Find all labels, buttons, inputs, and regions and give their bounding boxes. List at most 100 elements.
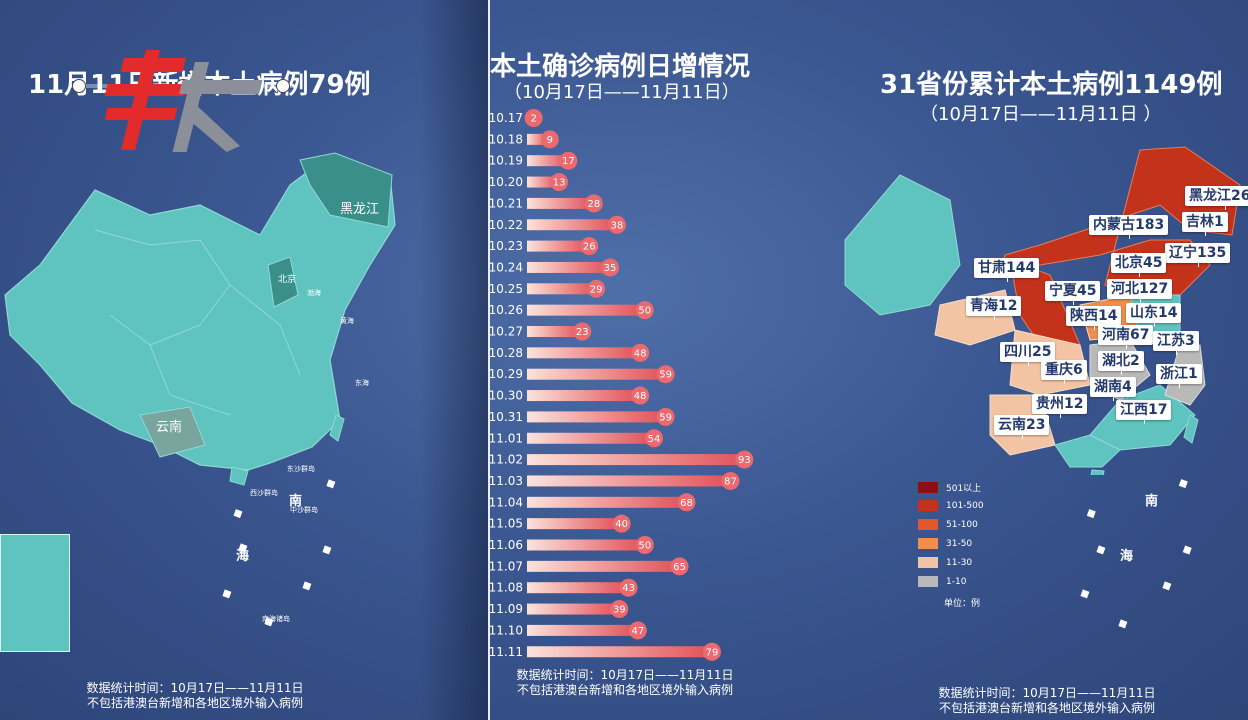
bar-value-marker (645, 429, 664, 448)
legend-label: 1-10 (946, 576, 967, 587)
bar (527, 197, 592, 209)
right-title: 31省份累计本土病例1149例 (880, 70, 1223, 100)
bar-category-label: 10.21 (489, 196, 523, 210)
bar-category-label: 10.27 (489, 325, 523, 339)
bar-category-label: 10.31 (489, 410, 523, 424)
bar (527, 326, 581, 337)
daily-cases-bar-chart: 10.17 2 10.18 9 10.19 17 10.20 13 10.21 28 10.22 38… (489, 109, 754, 661)
bar-category-label: 11.11 (489, 645, 523, 659)
legend-label: 51-100 (946, 519, 978, 530)
legend-item-31-50: 31-50 (918, 538, 972, 549)
bar (527, 646, 710, 658)
bar-category-label: 11.04 (489, 495, 523, 509)
bar-value-label: 13 (553, 178, 566, 189)
left-panel: 11月11日新增本土病例79例 黑龙江 北京 云南 渤海 黄海 东海 东沙群岛 … (0, 0, 488, 720)
bar (527, 624, 636, 636)
bar-value-marker (580, 237, 599, 256)
bar-value-marker (559, 151, 578, 170)
legend-swatch (918, 576, 938, 587)
right-panel: 31省份累计本土病例1149例 （10月17日——11月11日 ） (780, 0, 1248, 720)
bar-value-label: 9 (547, 135, 553, 146)
callout-shaanxi: 陕西14 (1066, 306, 1122, 330)
bar-value-marker (573, 322, 592, 341)
bar-value-label: 35 (604, 263, 617, 274)
legend-swatch (918, 519, 938, 530)
left-south-sea-islands (222, 479, 336, 627)
bar-value-label: 29 (590, 284, 603, 295)
bar-value-marker (608, 215, 626, 234)
bar-value-label: 54 (648, 434, 661, 445)
bar-category-label: 11.05 (489, 517, 523, 531)
bar-value-label: 28 (587, 199, 600, 210)
callout-qinghai: 青海12 (966, 296, 1022, 320)
bar-category-label: 11.02 (489, 453, 523, 467)
bar-category-label: 10.30 (489, 389, 523, 403)
legend-item-11-30: 11-30 (918, 557, 972, 568)
bar (527, 390, 639, 402)
right-subtitle: （10月17日——11月11日 ） (920, 104, 1162, 125)
right-footer-line2: 不包括港澳台新增和各地区境外输入病例 (938, 701, 1155, 715)
bar (527, 368, 664, 380)
bar-category-label: 10.24 (489, 260, 523, 274)
bar-value-label: 65 (673, 562, 686, 573)
label-yunnan: 云南 (156, 420, 183, 435)
bar-category-label: 11.01 (489, 431, 523, 445)
bar (527, 454, 743, 466)
bar-category-label: 11.08 (489, 581, 523, 595)
callout-liaoning: 辽宁135 (1165, 243, 1231, 267)
bar (527, 539, 643, 551)
bar (527, 176, 558, 188)
legend-swatch (918, 482, 938, 493)
callout-hebei: 河北127 (1107, 279, 1173, 303)
callout-guizhou: 贵州12 (1032, 394, 1088, 418)
chart-subtitle: （10月17日——11月11日） (504, 82, 740, 103)
bar (527, 155, 567, 167)
label-zhongsha: 中沙群岛 (290, 506, 318, 514)
label-nanhai: 南海诸岛 (262, 615, 290, 623)
bar-value-marker (656, 407, 675, 426)
bar-value-label: 87 (724, 476, 737, 487)
bar-category-label: 10.17 (489, 111, 523, 125)
bar-value-marker (670, 557, 689, 576)
south-china-sea-inset (0, 534, 70, 652)
bar-value-marker (677, 493, 696, 512)
bar (527, 411, 664, 423)
bar (527, 283, 595, 295)
label-bohai: 渤海 (307, 289, 321, 297)
bar-value-label: 23 (576, 327, 589, 338)
bar-value-label: 48 (634, 348, 647, 359)
legend-swatch (918, 557, 938, 568)
label-heilongjiang: 黑龙江 (340, 202, 380, 217)
bar-category-label: 10.23 (489, 239, 523, 253)
bar (527, 347, 639, 359)
left-panel-shadow (420, 0, 488, 720)
label-huanghai: 黄海 (340, 317, 354, 325)
bar-value-marker (656, 365, 675, 384)
bar-value-marker (610, 600, 629, 619)
callout-yunnan: 云南23 (994, 415, 1050, 439)
bar-value-marker (631, 386, 650, 405)
legend-item-1-10: 1-10 (918, 576, 966, 587)
chart-title: 本土确诊病例日增情况 (490, 52, 751, 82)
bar-value-label: 79 (706, 647, 719, 658)
bar (527, 475, 729, 487)
bar-category-label: 10.22 (489, 218, 523, 232)
callout-heilongjiang: 黑龙江269 (1185, 186, 1248, 210)
play-icon[interactable] (72, 79, 86, 93)
bar-value-marker (550, 173, 569, 192)
bar-value-label: 47 (631, 626, 644, 637)
legend-swatch (918, 538, 938, 549)
bar-value-label: 93 (738, 455, 751, 466)
bar (527, 603, 618, 615)
bar (527, 496, 685, 508)
bar-value-label: 43 (622, 583, 635, 594)
scrub-end-icon[interactable] (276, 79, 290, 93)
label-south: 南 (289, 494, 303, 509)
right-label-sea: 海 (1120, 549, 1134, 564)
bar-category-label: 10.20 (489, 175, 523, 189)
right-south-sea-islands (1080, 479, 1192, 629)
bar-category-label: 11.10 (489, 623, 523, 637)
mid-footer-line2: 不包括港澳台新增和各地区境外输入病例 (516, 683, 733, 697)
callout-neimenggu: 内蒙古183 (1089, 215, 1169, 239)
callout-beijing: 北京45 (1111, 253, 1167, 277)
